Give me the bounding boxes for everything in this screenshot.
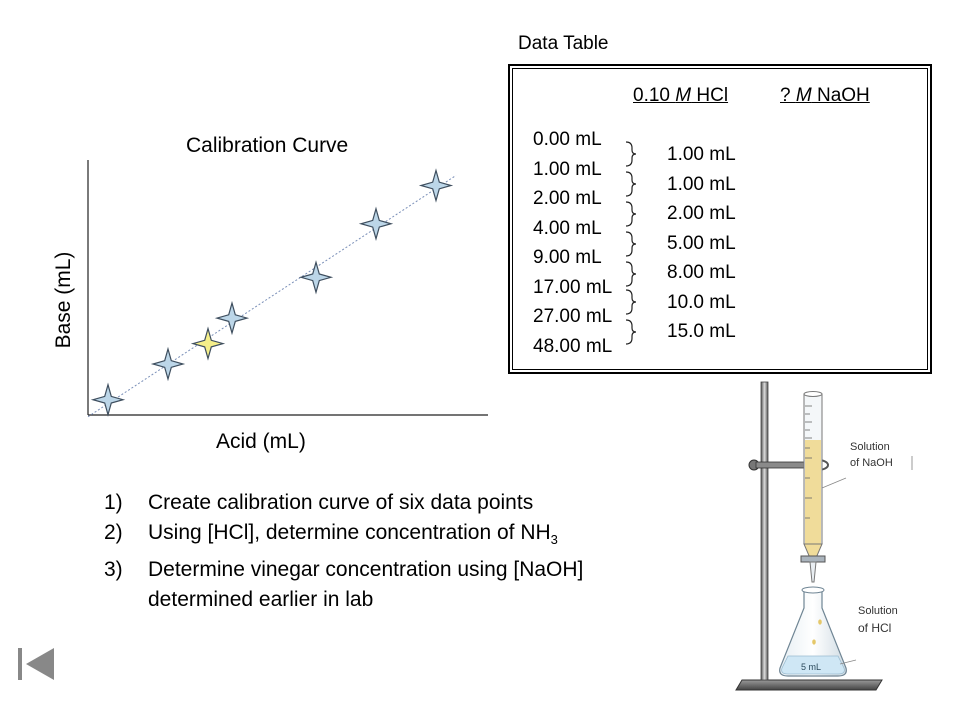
naoh-cell: 8.00 mL [667, 262, 736, 283]
data-point [298, 260, 334, 295]
brace [625, 319, 637, 345]
flask-solution [781, 655, 845, 675]
stand-rod [760, 381, 769, 681]
naoh-column: 1.00 mL 1.00 mL 2.00 mL 5.00 mL 8.00 mL … [667, 140, 736, 347]
highlighted-data-point [190, 326, 226, 361]
stand-base [735, 679, 883, 691]
task-text: Determine vinegar concentration using [N… [148, 558, 584, 582]
data-point [358, 206, 394, 241]
task-text: determined earlier in lab [148, 588, 374, 612]
erlenmeyer-flask [779, 589, 847, 677]
task-list: 1) Create calibration curve of six data … [104, 488, 583, 615]
burette-label-line2: of NaOH [850, 457, 893, 469]
drop [818, 619, 822, 625]
hcl-column-header: 0.10 M HCl [633, 85, 729, 106]
pairing-braces [625, 141, 637, 345]
hcl-cell: 2.00 mL [533, 188, 602, 209]
chart-title: Calibration Curve [186, 134, 349, 157]
data-table-frame [508, 64, 932, 374]
task-item: 2) Using [HCl], determine concentration … [104, 518, 583, 555]
stopcock [800, 555, 826, 563]
flask-label-line1: Solution [858, 605, 898, 617]
leader-line [821, 477, 847, 489]
task-item-continuation: determined earlier in lab [104, 585, 583, 615]
hcl-cell: 9.00 mL [533, 247, 602, 268]
naoh-cell: 1.00 mL [667, 173, 736, 195]
data-table-title: Data Table [518, 33, 609, 54]
hcl-column: 0.00 mL 1.00 mL 2.00 mL 4.00 mL 9.00 mL … [533, 125, 612, 361]
data-point [90, 382, 126, 417]
hcl-cell: 27.00 mL [533, 306, 613, 327]
brace [625, 201, 637, 227]
hcl-cell: 48.00 mL [533, 335, 613, 357]
y-axis-label: Base (mL) [52, 251, 75, 349]
brace [625, 171, 637, 197]
hcl-cell: 4.00 mL [533, 217, 602, 239]
flask-volume-label: 5 mL [801, 662, 821, 672]
naoh-cell: 10.0 mL [667, 291, 736, 313]
brace [625, 231, 637, 257]
leader-line [839, 659, 857, 665]
task-text: Using [HCl], determine concentration of … [148, 521, 558, 548]
data-table-inner-frame [512, 68, 928, 370]
brace [625, 261, 637, 287]
flask-rim [801, 586, 825, 594]
titration-apparatus: Solution of NaOH Solution of HCl 5 mL [735, 381, 913, 691]
naoh-column-header: ? M NaOH [780, 85, 870, 106]
task-text: Create calibration curve of six data poi… [148, 491, 534, 514]
hcl-cell: 0.00 mL [533, 129, 602, 150]
burette-solution [805, 440, 821, 544]
task-number: 3) [104, 558, 123, 582]
burette-tip [809, 561, 817, 583]
flask-label-line2: of HCl [858, 621, 891, 635]
task-item: 1) Create calibration curve of six data … [104, 488, 583, 518]
naoh-cell: 15.0 mL [667, 321, 736, 342]
drop [812, 639, 816, 645]
task-number: 1) [104, 491, 123, 514]
brace [625, 141, 637, 167]
data-point [418, 168, 454, 203]
hcl-cell: 1.00 mL [533, 158, 602, 180]
burette-label-line1: Solution [850, 441, 890, 453]
data-point [214, 300, 250, 336]
task-item: 3) Determine vinegar concentration using… [104, 555, 583, 585]
burette-top [803, 391, 823, 397]
go-to-first-icon[interactable] [14, 642, 58, 684]
naoh-cell: 1.00 mL [667, 144, 736, 165]
data-point [150, 346, 186, 382]
trendline [87, 175, 457, 418]
naoh-cell: 2.00 mL [667, 203, 736, 224]
x-axis-label: Acid (mL) [216, 430, 306, 453]
brace [625, 289, 637, 315]
task-number: 2) [104, 521, 123, 544]
naoh-cell: 5.00 mL [667, 232, 736, 254]
hcl-cell: 17.00 mL [533, 276, 613, 298]
